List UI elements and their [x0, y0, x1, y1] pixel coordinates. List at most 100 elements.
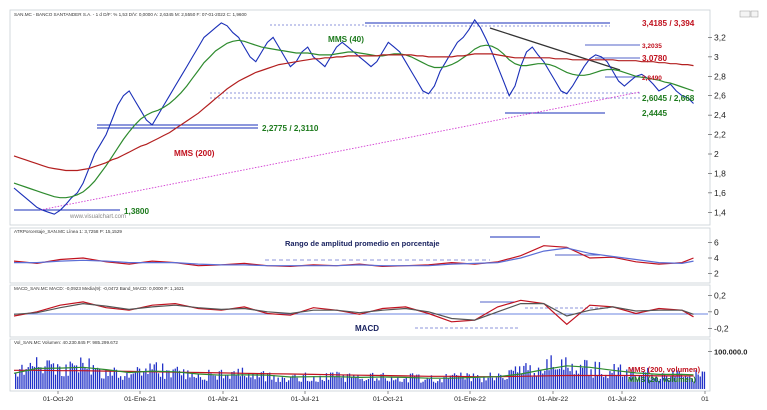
- volume-bar: [682, 377, 685, 389]
- volume-bar: [231, 372, 233, 389]
- volume-bar: [487, 377, 489, 389]
- volume-bar: [529, 365, 531, 389]
- price-y-tick-label: 2,2: [714, 130, 726, 140]
- volume-bar: [170, 377, 172, 389]
- volume-bar: [649, 379, 651, 389]
- price-y-tick-label: 3,2: [714, 32, 726, 42]
- volume-bar: [246, 377, 248, 389]
- volume-bar: [405, 378, 407, 389]
- volume-bar: [199, 377, 202, 389]
- volume-bar: [462, 376, 464, 389]
- volume-bar: [634, 375, 636, 389]
- volume-bar: [424, 379, 426, 389]
- volume-bar: [44, 366, 46, 389]
- restore-icon[interactable]: [739, 10, 751, 18]
- volume-bar: [477, 375, 479, 389]
- volume-bar: [575, 370, 577, 389]
- volume-bar: [191, 373, 193, 389]
- volume-bar: [185, 379, 187, 389]
- volume-bar: [624, 375, 626, 389]
- volume-bar: [647, 367, 649, 389]
- volume-bar: [380, 374, 382, 389]
- volume-bar: [542, 373, 544, 389]
- volume-bar: [588, 375, 590, 389]
- volume-bar: [92, 365, 94, 389]
- volume-bar: [99, 368, 101, 389]
- atr-y-tick-label: 4: [714, 253, 719, 263]
- volume-bar: [615, 375, 617, 389]
- volume-bar: [48, 360, 50, 389]
- volume-bar: [483, 376, 485, 389]
- atr-series-group: [13, 245, 694, 268]
- x-tick-label: 01-Oct-21: [373, 396, 403, 403]
- volume-bar: [428, 378, 430, 389]
- volume-bar: [544, 370, 546, 389]
- volume-bar: [273, 375, 275, 389]
- volume-bar: [195, 377, 197, 389]
- volume-bar: [239, 376, 241, 389]
- label-3-0780: 3,0780: [642, 54, 667, 63]
- volume-bar: [338, 372, 340, 389]
- close-icon[interactable]: [750, 10, 759, 18]
- volume-bar: [132, 373, 134, 389]
- volume-bar: [657, 380, 659, 389]
- volume-bar: [46, 360, 48, 389]
- volume-bar: [693, 381, 695, 389]
- volume-bar: [540, 370, 542, 389]
- macd-y-tick-label: 0: [714, 307, 719, 317]
- volume-bar: [155, 362, 157, 389]
- volume-bar: [80, 357, 82, 389]
- price-levels: [14, 22, 641, 211]
- volume-bar: [325, 373, 328, 389]
- volume-bar: [491, 377, 493, 389]
- volume-bar: [206, 380, 208, 389]
- volume-bar: [651, 374, 653, 389]
- volume-bar: [409, 373, 412, 389]
- volume-bar: [113, 367, 115, 389]
- volume-bar: [399, 381, 401, 389]
- label-mms-200-volumen: MMS (200, volumen): [628, 365, 701, 374]
- volume-bar: [313, 376, 315, 389]
- volume-bar: [254, 379, 256, 389]
- volume-bar: [531, 376, 533, 389]
- volume-bar: [248, 373, 250, 389]
- volume-bar: [680, 373, 682, 389]
- volume-bar: [63, 376, 65, 389]
- volume-bar: [317, 381, 319, 389]
- price-y-tick-label: 2,6: [714, 91, 726, 101]
- volume-bar: [613, 364, 615, 389]
- macd-y-tick-label: 0,2: [714, 290, 726, 300]
- x-tick-label: 01-Jul-22: [608, 396, 637, 403]
- volume-bar: [596, 375, 598, 389]
- volume-bar: [69, 361, 71, 389]
- volume-bar: [619, 364, 622, 389]
- volume-bar: [176, 366, 178, 389]
- volume-bar: [204, 379, 206, 389]
- volume-bar: [29, 362, 31, 389]
- volume-bar: [162, 363, 164, 389]
- volume-bar: [201, 379, 204, 389]
- volume-bar: [689, 376, 691, 389]
- volume-bar: [40, 367, 42, 389]
- volume-bar: [447, 378, 449, 389]
- price-panel-window-buttons[interactable]: [739, 10, 759, 18]
- volume-bar: [88, 358, 90, 389]
- volume-bar: [695, 370, 697, 389]
- volume-bar: [164, 378, 166, 389]
- volume-bar: [208, 369, 210, 389]
- volume-bar: [489, 372, 491, 389]
- volume-bar: [336, 371, 338, 389]
- volume-bar: [554, 369, 556, 389]
- volume-bar: [670, 376, 672, 389]
- volume-bar: [563, 369, 565, 389]
- volume-bar: [96, 367, 99, 389]
- price-panel-header: SAN.MC - BANCO SANTANDER S.A. - 1 d D/F:…: [14, 12, 247, 17]
- volume-bar: [367, 379, 370, 389]
- volume-bar: [311, 380, 313, 389]
- volume-bar: [390, 376, 393, 389]
- volume-bar: [21, 364, 23, 389]
- volume-bar: [603, 377, 605, 389]
- volume-average-group: [13, 365, 694, 379]
- volume-bar: [290, 377, 292, 389]
- volume-bar: [168, 370, 170, 389]
